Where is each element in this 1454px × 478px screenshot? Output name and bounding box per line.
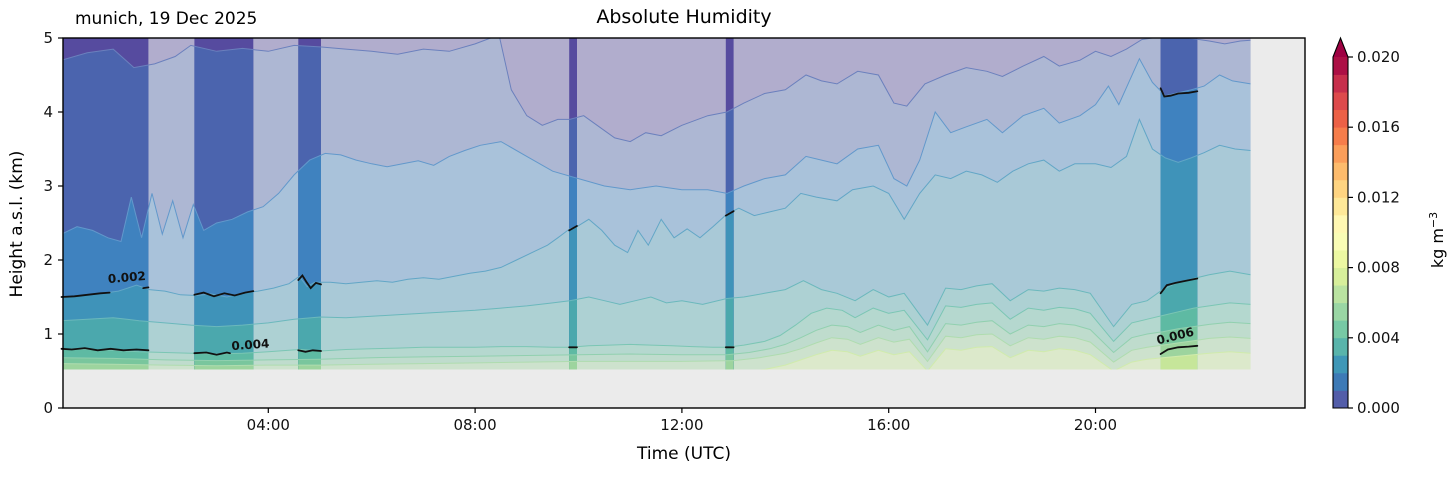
colorbar-tick-label: 0.000 [1357,399,1400,417]
y-axis-ticks: 0 1 2 3 4 5 [43,29,63,417]
x-axis-label: Time (UTC) [637,444,731,464]
contour-field [63,38,1251,370]
contour-label: 0.002 [107,269,146,286]
x-tick-label: 20:00 [1074,416,1117,434]
axes-frame [62,37,1306,409]
colorbar-tick-label: 0.016 [1357,118,1400,136]
colorbar-unit-label: kg m−3 [1426,211,1448,269]
x-tick-label: 08:00 [453,416,496,434]
colorbar: 0.000 0.004 0.008 0.012 0.016 0.020 [1332,36,1400,417]
y-tick-label: 5 [43,29,53,47]
y-tick-label: 0 [43,399,53,417]
station-date-annotation: munich, 19 Dec 2025 [75,9,258,29]
y-tick-label: 1 [43,325,53,343]
colorbar-tick-label: 0.020 [1357,48,1400,66]
x-tick-label: 12:00 [660,416,703,434]
colorbar-ticks: 0.000 0.004 0.008 0.012 0.016 0.020 [1348,48,1400,417]
x-tick-label: 16:00 [867,416,910,434]
y-tick-label: 2 [43,251,53,269]
x-tick-label: 04:00 [247,416,290,434]
colorbar-extend-arrow [1333,38,1348,57]
colorbar-tick-label: 0.008 [1357,259,1400,277]
y-axis-label: Height a.s.l. (km) [7,150,27,298]
colorbar-tick-label: 0.012 [1357,188,1400,206]
x-axis-ticks: 04:00 08:00 12:00 16:00 20:00 [247,408,1117,434]
page-title: Absolute Humidity [596,6,772,28]
contour-label: 0.004 [231,337,270,354]
contour-level-lines [63,38,1251,370]
y-tick-label: 4 [43,103,53,121]
y-tick-label: 3 [43,177,53,195]
colorbar-tick-label: 0.004 [1357,329,1400,347]
colorbar-outline [1332,36,1349,409]
